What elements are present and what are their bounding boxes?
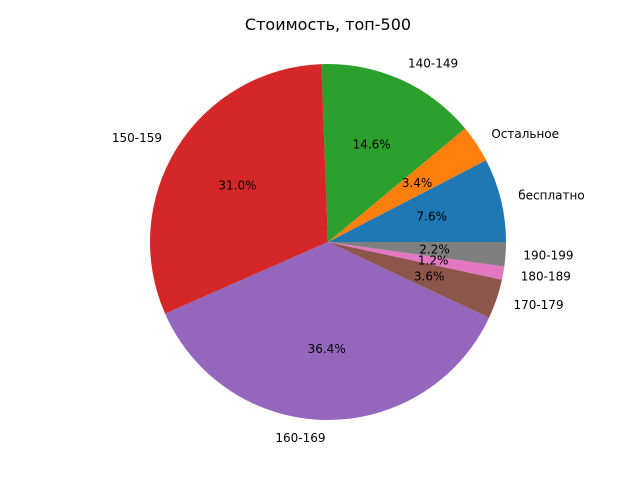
slice-value-бесплатно: 7.6% <box>417 210 448 224</box>
pie-slice-160-169 <box>165 242 490 420</box>
slice-value-190-199: 2.2% <box>419 242 450 256</box>
pie-slice-190-199 <box>328 242 506 267</box>
chart-title: Стоимость, топ-500 <box>245 15 411 34</box>
slice-value-160-169: 36.4% <box>308 342 346 356</box>
slice-label-бесплатно: бесплатно <box>518 189 584 203</box>
slice-label-150-159: 150-159 <box>112 131 162 145</box>
slice-value-150-159: 31.0% <box>218 178 256 192</box>
pie-slice-180-189 <box>328 242 505 280</box>
slice-value-170-179: 3.6% <box>414 269 445 283</box>
slice-label-140-149: 140-149 <box>408 56 458 70</box>
pie-slice-остальное <box>328 128 487 242</box>
slice-label-160-169: 160-169 <box>275 431 325 445</box>
slice-label-180-189: 180-189 <box>521 269 571 283</box>
pie-slice-170-179 <box>328 242 502 318</box>
pie-slice-150-159 <box>149 64 328 314</box>
slice-value-180-189: 1.2% <box>418 254 449 268</box>
pie-slice-140-149 <box>321 64 466 242</box>
slice-value-140-149: 14.6% <box>353 138 391 152</box>
slice-label-остальное: Остальное <box>491 127 559 141</box>
pie-slice-бесплатно <box>328 160 506 242</box>
slice-value-остальное: 3.4% <box>402 176 433 190</box>
slice-label-190-199: 190-199 <box>523 249 573 263</box>
slice-label-170-179: 170-179 <box>513 298 563 312</box>
